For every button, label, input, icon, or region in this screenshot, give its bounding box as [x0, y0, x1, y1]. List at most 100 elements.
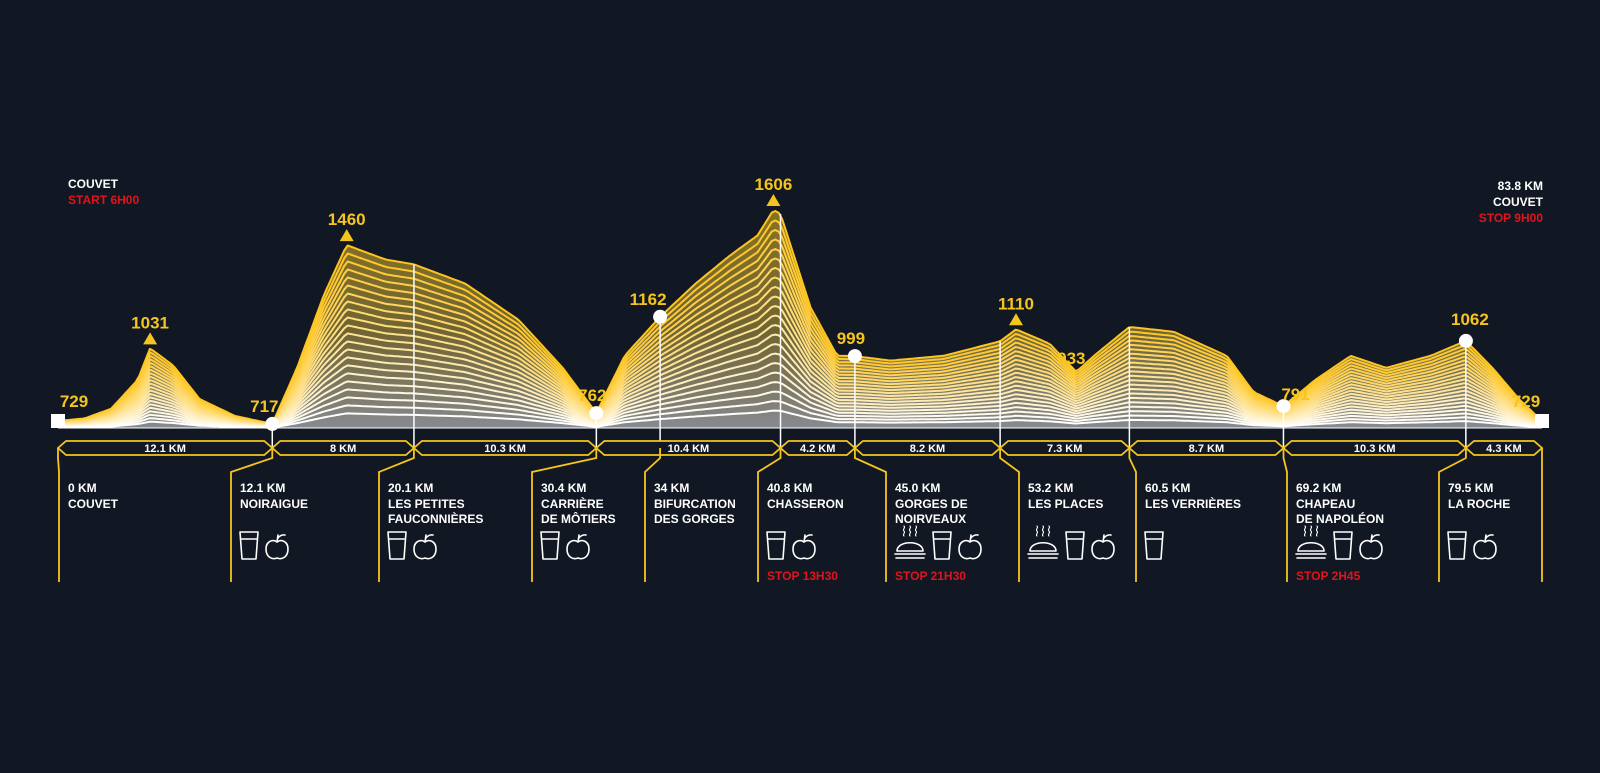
waypoint-name: FAUCONNIÈRES [388, 511, 483, 526]
waypoint-name: LES VERRIÈRES [1145, 496, 1241, 511]
waypoint-dot [847, 349, 862, 364]
apple-icon [792, 534, 816, 560]
peak-altitude-label: 1031 [131, 313, 169, 332]
waypoint-distance: 30.4 KM [541, 481, 586, 495]
waypoint-distance: 79.5 KM [1448, 481, 1493, 495]
apple-icon [1091, 534, 1115, 560]
waypoint-dot [1276, 399, 1291, 414]
waypoint-distance: 34 KM [654, 481, 689, 495]
segment-label: 8 KM [330, 443, 356, 455]
segment-label: 7.3 KM [1047, 443, 1082, 455]
summit-triangle-icon [143, 332, 158, 345]
peak-altitude-label: 1110 [998, 294, 1034, 313]
segment-label: 10.3 KM [484, 443, 526, 455]
segment-label: 4.2 KM [800, 443, 835, 455]
peak-altitude-label: 1606 [754, 175, 792, 194]
start-place: COUVET [68, 177, 119, 191]
segment-distance: 12.1 KM [56, 440, 274, 456]
profile-ridge-line [58, 400, 1543, 429]
finish-info: 83.8 KM COUVET STOP 9H00 [1410, 178, 1543, 226]
waypoint-distance: 69.2 KM [1296, 481, 1341, 495]
segment-distance: 7.3 KM [998, 440, 1131, 456]
waypoint-info: 79.5 KM LA ROCHE [1447, 481, 1510, 560]
meal-cloche-icon [1027, 525, 1059, 559]
segment-label: 10.4 KM [668, 443, 710, 455]
glass-icon [239, 531, 259, 560]
waypoint-name: NOIRVEAUX [895, 512, 966, 526]
segment-distance: 4.3 KM [1464, 440, 1544, 456]
glass-icon [387, 531, 407, 560]
waypoint-dot [589, 406, 604, 421]
waypoint-info: 0 KM COUVET [68, 481, 119, 511]
waypoint-leader-line [757, 448, 782, 582]
summit-triangle-icon [339, 229, 354, 242]
apple-icon [566, 534, 590, 560]
apple-icon [1359, 534, 1383, 560]
waypoint-stop-time: STOP 2H45 [1296, 569, 1361, 583]
segment-label: 12.1 KM [144, 443, 186, 455]
apple-icon [413, 534, 437, 560]
glass-icon [766, 531, 786, 560]
waypoint-name: CHASSERON [767, 497, 844, 511]
segment-distance: 10.3 KM [1282, 440, 1468, 456]
peak-altitude-label: 1162 [630, 290, 667, 309]
glass-icon [540, 531, 560, 560]
waypoint-name: CARRIÈRE [541, 496, 604, 511]
profile-ridge-line [57, 333, 1543, 427]
waypoint-distance: 45.0 KM [895, 481, 940, 495]
waypoint-leader-line [644, 448, 661, 582]
waypoint-distance: 0 KM [68, 481, 97, 495]
glass-icon [932, 531, 952, 560]
segment-label: 4.3 KM [1486, 443, 1521, 455]
glass-icon [1065, 531, 1085, 560]
start-finish-flag-icon [1535, 414, 1549, 428]
waypoint-leader-line [1282, 448, 1288, 582]
profile-ridge-line [57, 371, 1543, 428]
start-info: COUVET START 6H00 [68, 176, 139, 208]
segment-distance: 10.4 KM [594, 440, 782, 456]
profile-ridge-line [57, 286, 1543, 426]
profile-ridge-line [57, 219, 1543, 425]
finish-place: COUVET [1492, 195, 1543, 209]
segment-distance: 8.2 KM [853, 440, 1002, 456]
profile-ridge-line [57, 238, 1543, 425]
profile-ridge-line [57, 295, 1543, 427]
waypoint-name: GORGES DE [895, 497, 968, 511]
start-time: START 6H00 [68, 193, 140, 207]
waypoint-leader-line [854, 448, 887, 582]
waypoint-leader-line [57, 448, 60, 582]
waypoint-leader-line [1438, 448, 1467, 582]
segment-distance: 10.3 KM [412, 440, 598, 456]
segment-distance: 8 KM [270, 440, 416, 456]
waypoint-name: LA ROCHE [1448, 497, 1510, 511]
profile-ridge-line [57, 362, 1543, 428]
profile-ridge-line [57, 352, 1543, 428]
waypoint-name: DE NAPOLÉON [1296, 511, 1384, 526]
profile-ridge-line [57, 314, 1543, 427]
apple-icon [265, 534, 289, 560]
waypoint-distance: 53.2 KM [1028, 481, 1073, 495]
profile-ridge-line [57, 267, 1543, 426]
waypoint-name: NOIRAIGUE [240, 497, 308, 511]
glass-icon [1144, 531, 1164, 560]
profile-ridge-line [57, 343, 1543, 428]
profile-ridge-line [58, 409, 1543, 429]
waypoint-distance: 20.1 KM [388, 481, 433, 495]
segment-label: 8.2 KM [910, 443, 945, 455]
waypoint-stop-time: STOP 21H30 [895, 569, 966, 583]
peak-altitude-label: 999 [837, 329, 865, 348]
waypoint-name: DES GORGES [654, 512, 735, 526]
peak-altitude-label: 933 [1057, 349, 1085, 368]
waypoint-info: 40.8 KM CHASSERON STOP 13H30 [766, 481, 844, 583]
finish-time: STOP 9H00 [1478, 211, 1543, 225]
profile-ridge-line [58, 381, 1543, 428]
summit-triangle-icon [766, 194, 781, 206]
peak-altitude-label: 729 [60, 392, 88, 411]
